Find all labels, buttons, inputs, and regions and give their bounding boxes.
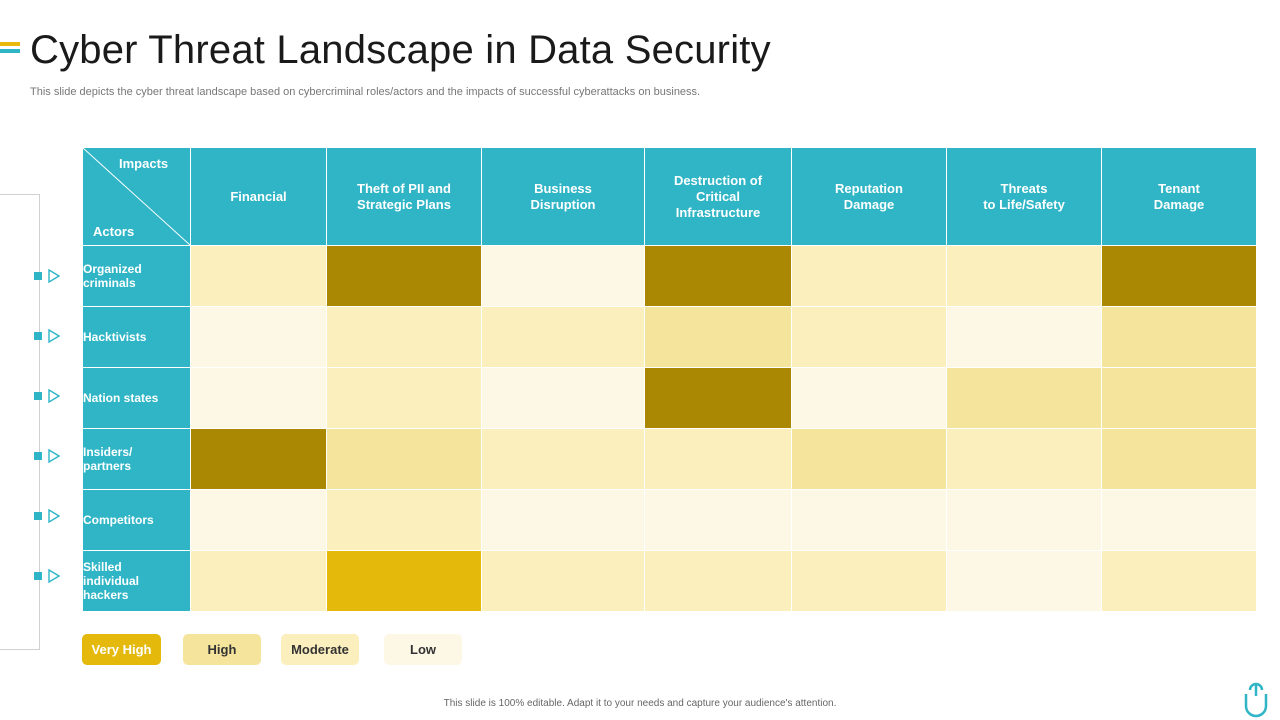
impact-cell-low — [481, 245, 645, 307]
actor-label: Organized criminals — [82, 245, 191, 307]
row-marker — [34, 389, 64, 403]
impact-cell-very-high — [644, 245, 792, 307]
actor-label: Nation states — [82, 367, 191, 429]
impact-cell-very-high — [1101, 245, 1257, 307]
impact-cell-moderate — [644, 428, 792, 490]
column-header: Business Disruption — [481, 147, 645, 246]
square-bullet-icon — [34, 272, 42, 280]
row-marker — [34, 269, 64, 283]
impact-cell-high — [1101, 428, 1257, 490]
legend-moderate: Moderate — [281, 634, 359, 665]
matrix-row: Skilled individual hackers — [82, 550, 1257, 612]
row-marker — [34, 569, 64, 583]
impact-cell-low — [190, 367, 327, 429]
column-header: Tenant Damage — [1101, 147, 1257, 246]
impact-cell-low — [946, 550, 1102, 612]
impact-cell-high — [644, 306, 792, 368]
impact-cell-moderate — [326, 306, 482, 368]
matrix-row: Insiders/partners — [82, 428, 1257, 490]
title-accent — [0, 42, 20, 53]
column-header: Reputation Damage — [791, 147, 947, 246]
row-bracket — [0, 194, 40, 650]
column-header: Financial — [190, 147, 327, 246]
square-bullet-icon — [34, 332, 42, 340]
impact-cell-moderate — [326, 489, 482, 551]
square-bullet-icon — [34, 572, 42, 580]
impact-cell-high — [946, 367, 1102, 429]
impact-cell-moderate — [190, 245, 327, 307]
square-bullet-icon — [34, 512, 42, 520]
legend-high: High — [183, 634, 261, 665]
impact-cell-low — [644, 489, 792, 551]
impact-cell-low — [190, 489, 327, 551]
impact-cell-moderate — [326, 367, 482, 429]
threat-matrix: Impacts Actors Financial Theft of PII and… — [82, 147, 1257, 612]
square-bullet-icon — [34, 392, 42, 400]
impact-cell-high — [326, 428, 482, 490]
triangle-play-icon — [48, 389, 60, 403]
actor-label: Insiders/partners — [82, 428, 191, 490]
impact-cell-moderate — [946, 245, 1102, 307]
impact-cell-moderate — [1101, 550, 1257, 612]
row-marker — [34, 329, 64, 343]
matrix-row: Nation states — [82, 367, 1257, 429]
impact-cell-moderate — [644, 550, 792, 612]
impact-cell-moderate — [190, 550, 327, 612]
impact-cell-high-dark — [326, 550, 482, 612]
impact-cell-very-high — [190, 428, 327, 490]
legend-low: Low — [384, 634, 462, 665]
actor-label: Competitors — [82, 489, 191, 551]
mouse-icon — [1244, 682, 1268, 718]
triangle-play-icon — [48, 449, 60, 463]
impact-cell-low — [791, 367, 947, 429]
page-subtitle: This slide depicts the cyber threat land… — [30, 86, 701, 98]
square-bullet-icon — [34, 452, 42, 460]
impact-cell-low — [190, 306, 327, 368]
column-header: Destruction of Critical Infrastructure — [644, 147, 792, 246]
impact-cell-low — [1101, 489, 1257, 551]
row-marker — [34, 509, 64, 523]
triangle-play-icon — [48, 569, 60, 583]
triangle-play-icon — [48, 329, 60, 343]
actor-label: Skilled individual hackers — [82, 550, 191, 612]
impact-cell-very-high — [326, 245, 482, 307]
matrix-row: Hacktivists — [82, 306, 1257, 368]
impact-cell-moderate — [791, 245, 947, 307]
matrix-row: Organized criminals — [82, 245, 1257, 307]
impact-cell-high — [1101, 306, 1257, 368]
impact-cell-low — [481, 367, 645, 429]
matrix-row: Competitors — [82, 489, 1257, 551]
impact-cell-moderate — [791, 550, 947, 612]
impact-cell-moderate — [946, 428, 1102, 490]
actors-label: Actors — [93, 224, 135, 239]
impact-cell-moderate — [481, 550, 645, 612]
impact-cell-very-high — [644, 367, 792, 429]
actor-label: Hacktivists — [82, 306, 191, 368]
triangle-play-icon — [48, 269, 60, 283]
impact-cell-low — [946, 489, 1102, 551]
impacts-label: Impacts — [119, 156, 169, 171]
impact-cell-moderate — [481, 306, 645, 368]
matrix-corner: Impacts Actors — [82, 147, 191, 246]
impact-cell-moderate — [481, 428, 645, 490]
column-header: Theft of PII and Strategic Plans — [326, 147, 482, 246]
page-title: Cyber Threat Landscape in Data Security — [30, 28, 771, 72]
impact-cell-high — [1101, 367, 1257, 429]
column-header: Threats to Life/Safety — [946, 147, 1102, 246]
legend-very-high: Very High — [82, 634, 161, 665]
impact-cell-low — [791, 489, 947, 551]
impact-cell-low — [481, 489, 645, 551]
impact-cell-low — [946, 306, 1102, 368]
footer-note: This slide is 100% editable. Adapt it to… — [443, 698, 837, 709]
impact-cell-high — [791, 428, 947, 490]
triangle-play-icon — [48, 509, 60, 523]
impact-cell-moderate — [791, 306, 947, 368]
row-marker — [34, 449, 64, 463]
